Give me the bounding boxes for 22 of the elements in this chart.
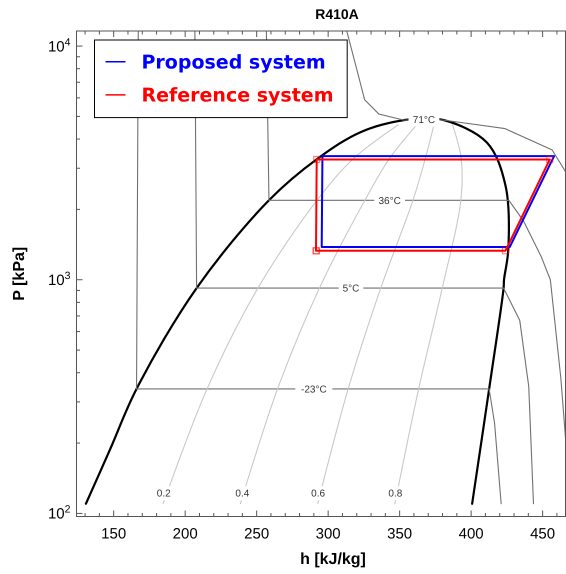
x-tick-label: 300 xyxy=(316,526,341,542)
y-tick-label: 10$^{2}$ xyxy=(48,504,71,523)
annotation: 36°C xyxy=(378,196,401,207)
y-tick-label: 10$^{3}$ xyxy=(48,270,71,289)
x-axis-title: h [kJ/kg] xyxy=(300,551,366,568)
y-tick-label: 10$^{4}$ xyxy=(48,36,71,56)
legend-label: Proposed system xyxy=(142,51,326,74)
x-tick-label: 250 xyxy=(244,526,270,542)
x-tick-label: 400 xyxy=(458,526,484,542)
chart-title: R410A xyxy=(315,6,359,22)
annotation: 5°C xyxy=(342,284,360,295)
annotation: -23°C xyxy=(301,384,327,396)
y-axis-title: P [kPa] xyxy=(11,246,28,301)
x-tick-label: 350 xyxy=(387,526,412,542)
annotation: 0.6 xyxy=(311,488,326,500)
annotation: 0.8 xyxy=(388,488,403,500)
legend-label: Reference system xyxy=(142,84,334,107)
annotation: 0.4 xyxy=(235,488,250,500)
x-tick-label: 200 xyxy=(172,526,198,542)
annotation: 0.2 xyxy=(156,488,172,500)
x-tick-label: 450 xyxy=(530,526,556,542)
x-tick-label: 150 xyxy=(101,526,126,542)
